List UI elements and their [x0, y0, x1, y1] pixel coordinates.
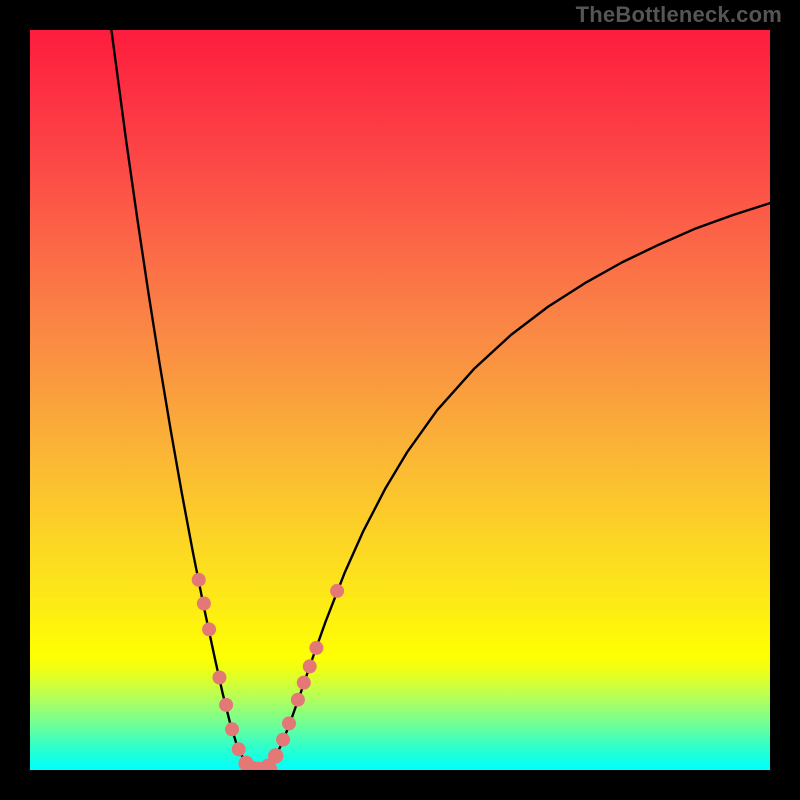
data-marker [226, 723, 239, 736]
data-marker [213, 671, 226, 684]
data-marker [277, 733, 290, 746]
data-marker [291, 693, 304, 706]
data-marker [297, 676, 310, 689]
data-marker [220, 698, 233, 711]
bottleneck-curve [111, 30, 770, 770]
data-marker [203, 623, 216, 636]
curve-layer [30, 30, 770, 770]
data-marker [310, 641, 323, 654]
data-marker [303, 660, 316, 673]
data-marker [283, 717, 296, 730]
data-marker [268, 749, 282, 763]
data-marker [331, 584, 344, 597]
canvas: TheBottleneck.com [0, 0, 800, 800]
data-marker [192, 573, 205, 586]
data-marker [197, 597, 210, 610]
watermark-text: TheBottleneck.com [576, 2, 782, 28]
plot-area [30, 30, 770, 770]
data-marker [232, 743, 245, 756]
